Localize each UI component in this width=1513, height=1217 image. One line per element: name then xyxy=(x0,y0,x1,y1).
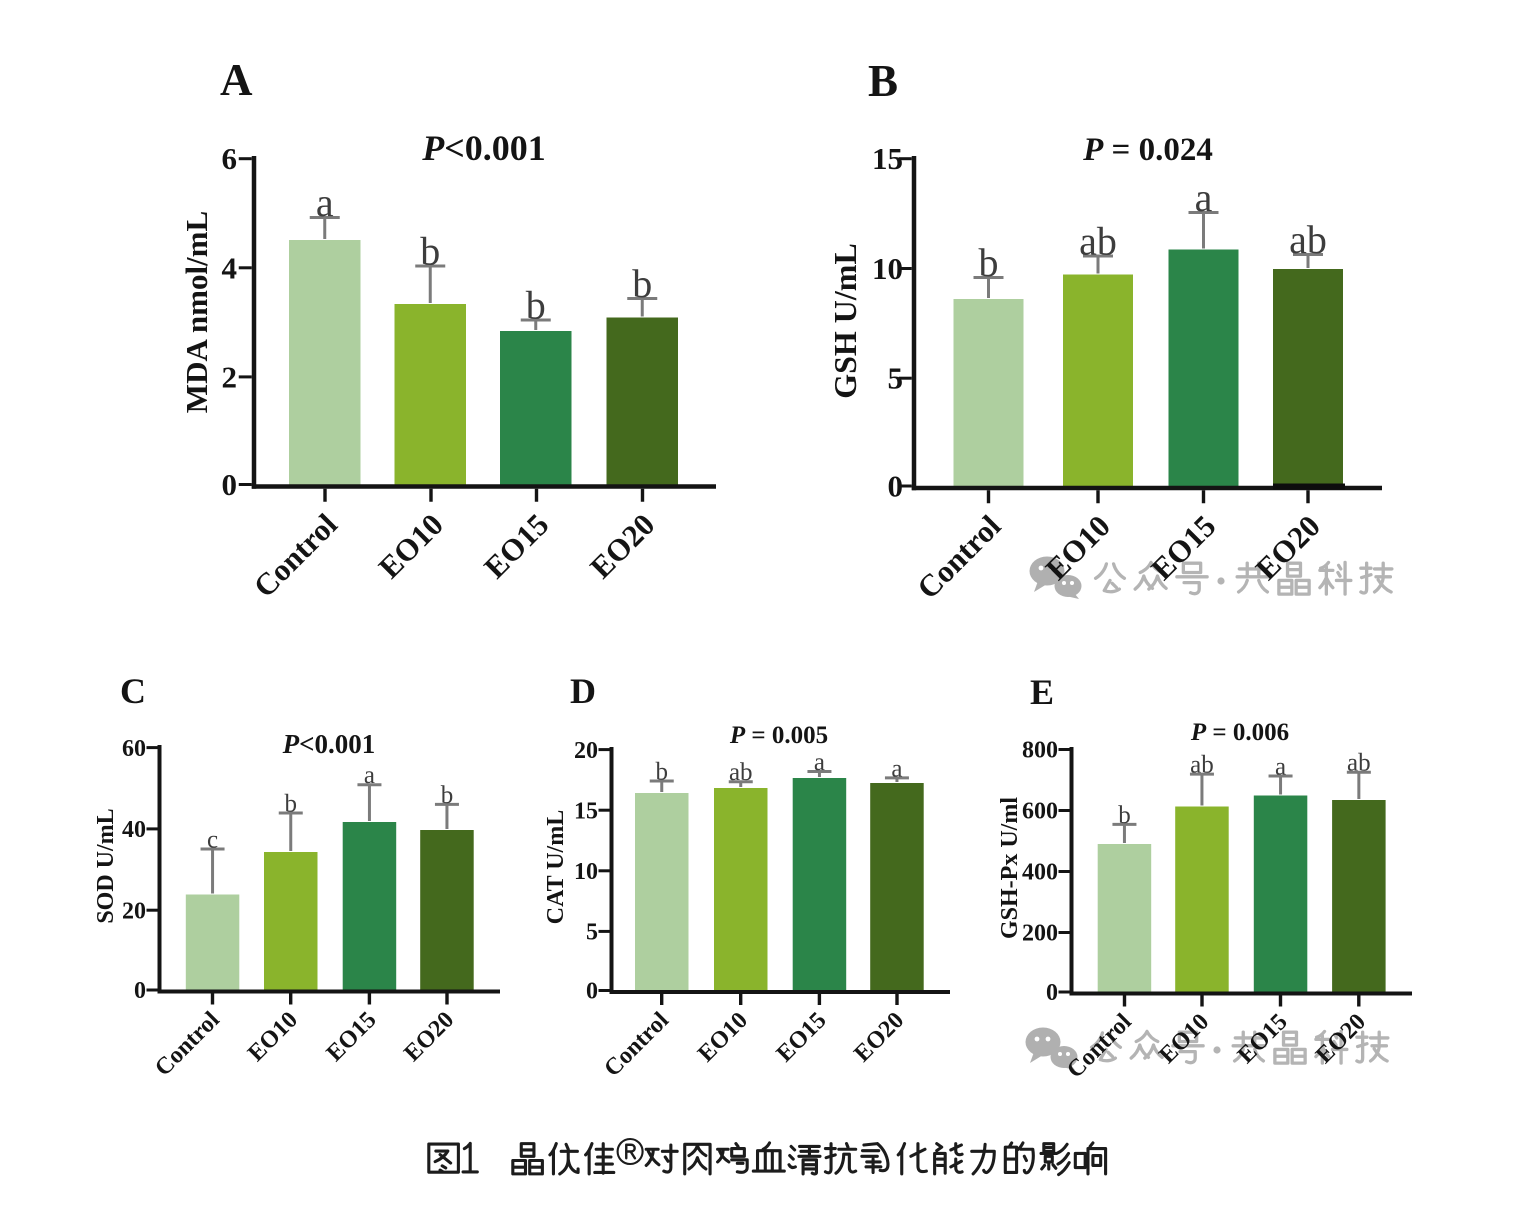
svg-text:5: 5 xyxy=(586,920,598,946)
svg-text:B: B xyxy=(868,56,898,106)
svg-text:10: 10 xyxy=(574,859,598,885)
svg-text:P<0.001: P<0.001 xyxy=(421,128,546,168)
svg-text:b: b xyxy=(979,240,999,285)
svg-text:20: 20 xyxy=(122,898,146,924)
svg-text:P = 0.024: P = 0.024 xyxy=(1082,132,1213,168)
svg-text:P = 0.006: P = 0.006 xyxy=(1190,719,1289,746)
svg-text:b: b xyxy=(526,283,546,328)
svg-text:40: 40 xyxy=(122,817,146,843)
svg-text:A: A xyxy=(220,55,253,105)
svg-text:CAT U/mL: CAT U/mL xyxy=(543,810,569,924)
svg-text:0: 0 xyxy=(222,467,238,502)
svg-text:ab: ab xyxy=(1190,752,1214,779)
svg-text:15: 15 xyxy=(872,141,903,176)
svg-text:c: c xyxy=(207,827,218,854)
svg-text:60: 60 xyxy=(122,736,146,762)
svg-text:ab: ab xyxy=(729,759,753,786)
svg-text:600: 600 xyxy=(1022,799,1058,825)
svg-text:5: 5 xyxy=(888,361,904,396)
svg-text:D: D xyxy=(570,671,596,711)
svg-text:b: b xyxy=(632,261,652,306)
svg-text:6: 6 xyxy=(222,141,238,176)
svg-text:0: 0 xyxy=(586,979,598,1005)
svg-text:20: 20 xyxy=(574,738,598,764)
svg-text:GSH-Px U/ml: GSH-Px U/ml xyxy=(997,797,1023,939)
svg-text:0: 0 xyxy=(1046,980,1058,1006)
svg-text:200: 200 xyxy=(1022,921,1058,947)
svg-text:MDA nmol/mL: MDA nmol/mL xyxy=(179,211,214,413)
svg-text:a: a xyxy=(1275,754,1286,781)
svg-text:C: C xyxy=(120,671,146,711)
svg-text:SOD U/mL: SOD U/mL xyxy=(93,808,119,923)
svg-text:0: 0 xyxy=(888,469,904,504)
svg-text:a: a xyxy=(316,180,334,225)
svg-text:b: b xyxy=(1118,802,1131,829)
svg-text:a: a xyxy=(814,749,825,776)
svg-text:b: b xyxy=(656,759,669,786)
svg-text:a: a xyxy=(364,762,375,789)
svg-text:ab: ab xyxy=(1347,750,1371,777)
svg-text:b: b xyxy=(285,791,298,818)
svg-text:P<0.001: P<0.001 xyxy=(282,729,376,759)
svg-text:a: a xyxy=(1195,175,1213,220)
svg-text:2: 2 xyxy=(222,359,238,394)
svg-text:b: b xyxy=(441,782,454,809)
svg-text:P = 0.005: P = 0.005 xyxy=(729,722,828,749)
svg-text:ab: ab xyxy=(1079,219,1117,264)
svg-text:15: 15 xyxy=(574,798,598,824)
svg-text:b: b xyxy=(420,229,440,274)
svg-text:GSH U/mL: GSH U/mL xyxy=(827,243,863,399)
svg-text:10: 10 xyxy=(872,251,903,286)
svg-text:4: 4 xyxy=(222,250,238,285)
svg-text:ab: ab xyxy=(1289,217,1327,262)
svg-text:400: 400 xyxy=(1022,860,1058,886)
svg-text:800: 800 xyxy=(1022,738,1058,764)
svg-text:E: E xyxy=(1030,672,1054,712)
svg-text:0: 0 xyxy=(134,978,146,1004)
svg-text:a: a xyxy=(891,755,902,782)
